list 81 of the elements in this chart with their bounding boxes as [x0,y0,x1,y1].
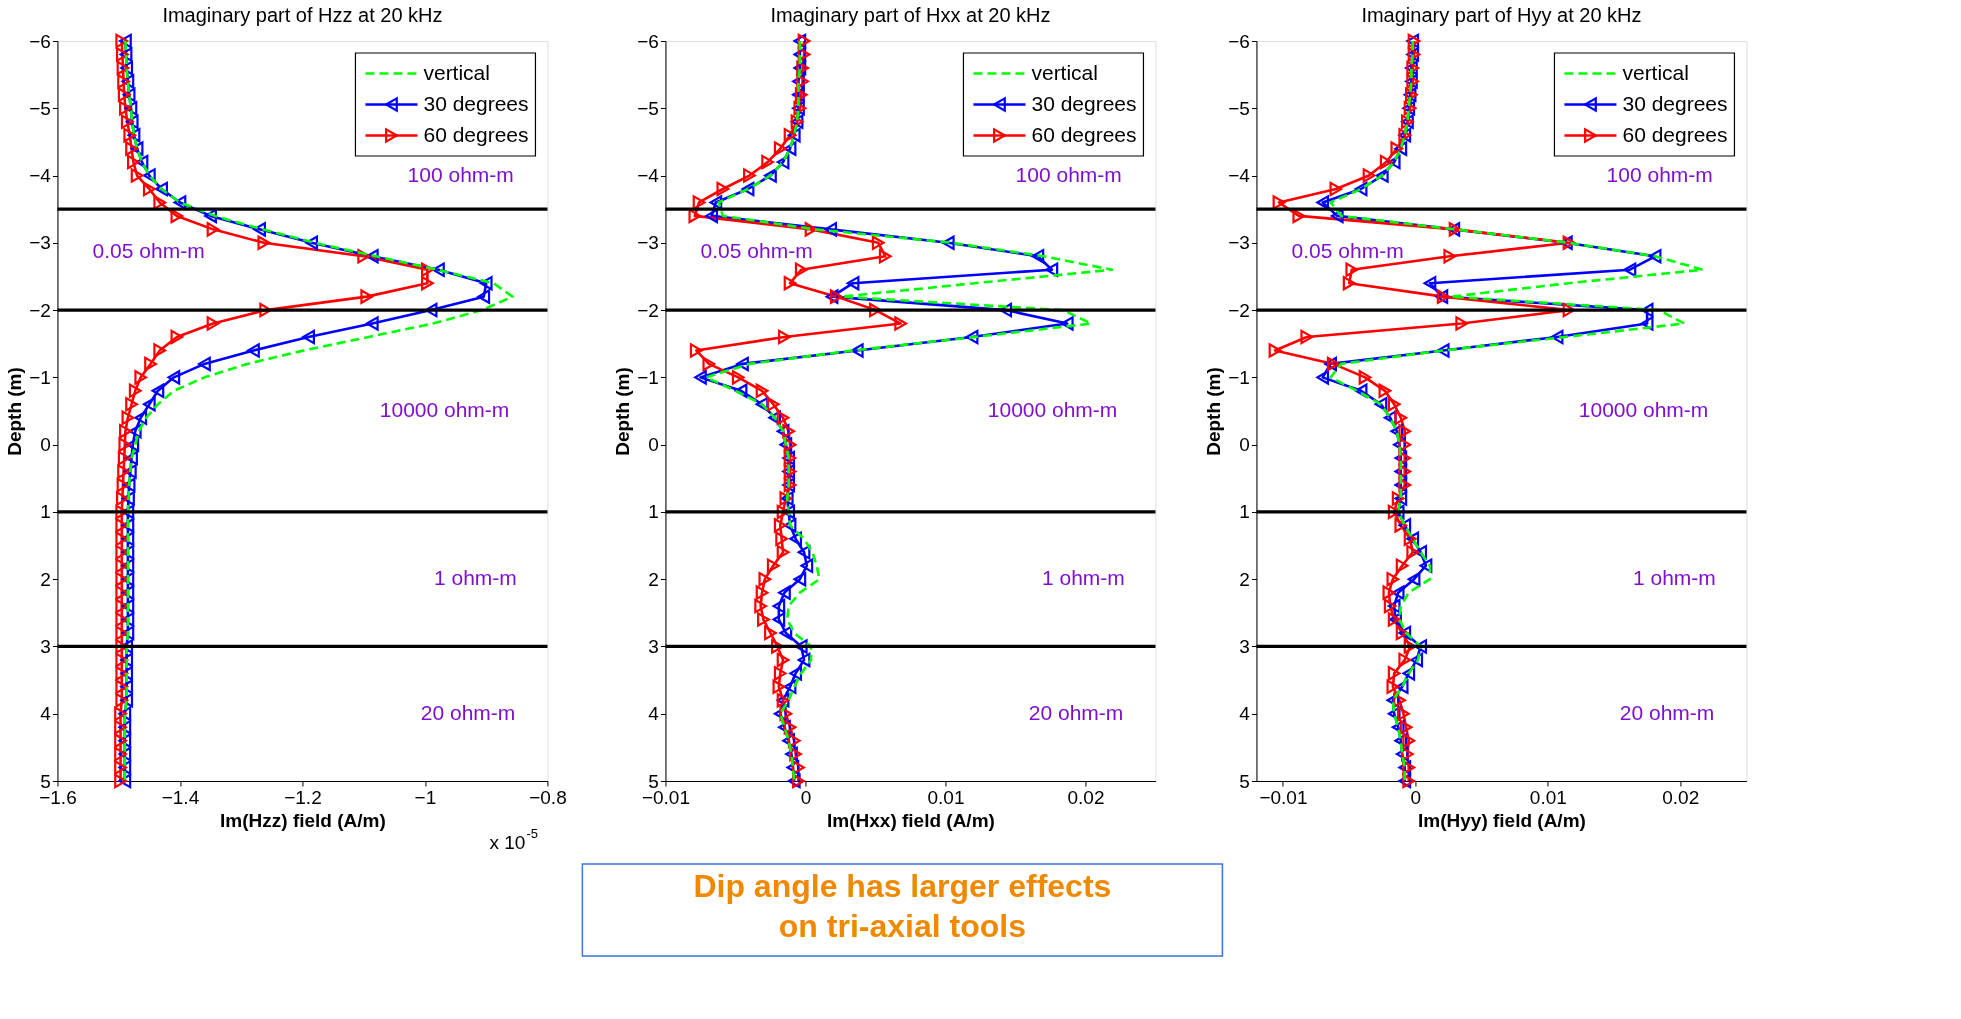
y-tick-label: 1 [648,501,659,523]
annotation: 10000 ohm-m [1578,398,1709,421]
x-axis-title: Im(Hzz) field (A/m) [220,809,386,831]
y-tick-label: −3 [29,232,51,254]
x-tick-label: 0.02 [1662,786,1700,808]
y-tick-label: 1 [1239,501,1250,523]
y-tick-label: 3 [40,635,51,657]
y-tick-label: −6 [29,30,51,52]
annotation: 10000 ohm-m [987,398,1118,421]
chart-title: Imaginary part of Hxx at 20 kHz [770,4,1051,27]
annotation: 20 ohm-m [1028,700,1124,724]
annotation: 100 ohm-m [407,162,514,186]
y-tick-label: −4 [29,165,52,187]
y-tick-label: −5 [1228,97,1250,119]
y-axis-title: Depth (m) [4,367,26,456]
y-tick-label: −6 [637,30,659,52]
y-tick-label: −5 [29,97,51,119]
y-tick-label: 0 [1239,434,1250,456]
annotation: 100 ohm-m [1606,162,1713,186]
y-tick-label: −4 [637,165,660,187]
x-tick-label: 0.01 [1529,786,1567,808]
x-tick-label: −0.01 [1259,786,1308,808]
text: Dip angle has larger effects on tri-axial tools [693,868,1112,944]
legend-label: 60 degrees [1031,122,1137,146]
y-tick-label: 3 [1239,635,1250,657]
y-tick-label: 0 [648,434,659,456]
annotation: 1 ohm-m [433,565,517,589]
y-tick-label: −3 [1228,232,1250,254]
y-tick-label: −1 [1228,366,1250,388]
x-axis-title: Im(Hyy) field (A/m) [1418,809,1586,831]
legend-label: 60 degrees [1622,122,1728,146]
y-tick-label: 1 [40,501,51,523]
annotation: 1 ohm-m [1041,565,1125,589]
y-tick-label: 0 [40,434,51,456]
y-tick-label: 4 [1239,703,1251,725]
y-tick-label: 2 [648,568,659,590]
x-tick-label: 0.01 [927,786,965,808]
legend-label: vertical [1031,60,1098,84]
annotation: 0.05 ohm-m [700,238,813,262]
y-tick-label: 5 [40,770,51,792]
y-tick-label: 5 [648,770,659,792]
y-tick-label: 2 [1239,568,1250,590]
x-tick-label: −1 [414,786,437,808]
legend-label: 30 degrees [423,91,529,115]
y-tick-label: 3 [648,635,659,657]
y-tick-label: 5 [1239,770,1250,792]
y-axis-title: Depth (m) [612,367,634,456]
y-tick-label: 2 [40,568,51,590]
y-axis-title: Depth (m) [1203,367,1225,456]
legend-label: 30 degrees [1622,91,1728,115]
y-tick-label: −1 [637,366,659,388]
legend-label: vertical [1622,60,1689,84]
x-tick-label: −1.2 [284,786,322,808]
y-tick-label: −2 [637,299,659,321]
x-tick-label: 0 [800,786,812,808]
chart-title: Imaginary part of Hyy at 20 kHz [1361,4,1642,27]
x-tick-label: 0 [1410,786,1422,808]
y-tick-label: −2 [1228,299,1250,321]
legend-label: 30 degrees [1031,91,1137,115]
x-axis-title: Im(Hxx) field (A/m) [827,809,995,831]
y-tick-label: 4 [40,703,52,725]
legend-label: vertical [423,60,490,84]
x-tick-label: −0.8 [529,786,567,808]
annotation: 20 ohm-m [1619,700,1715,724]
annotation: 10000 ohm-m [379,398,510,421]
y-tick-label: −3 [637,232,659,254]
y-tick-label: 4 [648,703,660,725]
x-tick-label: −1.4 [161,786,200,808]
annotation: 20 ohm-m [420,700,516,724]
annotation: 100 ohm-m [1015,162,1122,186]
annotation: 1 ohm-m [1632,565,1716,589]
legend-label: 60 degrees [423,122,529,146]
x-tick-label: 0.02 [1067,786,1105,808]
y-tick-label: −2 [29,299,51,321]
annotation: 0.05 ohm-m [1291,238,1404,262]
y-tick-label: −1 [29,366,51,388]
annotation: 0.05 ohm-m [92,238,205,262]
y-tick-label: −4 [1228,165,1251,187]
chart-title: Imaginary part of Hzz at 20 kHz [162,4,443,27]
y-tick-label: −6 [1228,30,1250,52]
y-tick-label: −5 [637,97,659,119]
